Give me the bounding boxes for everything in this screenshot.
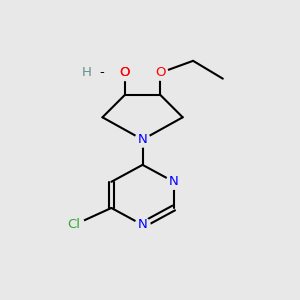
Text: Cl: Cl (68, 218, 81, 231)
Text: H: H (81, 66, 91, 79)
Bar (67, 65, 126, 80)
Text: O: O (119, 66, 130, 79)
Circle shape (117, 65, 132, 80)
Circle shape (153, 65, 168, 80)
Text: N: N (169, 175, 179, 188)
Circle shape (135, 132, 150, 147)
Circle shape (117, 65, 132, 80)
Text: N: N (138, 218, 147, 231)
Circle shape (64, 215, 84, 235)
Circle shape (135, 218, 150, 232)
Text: O: O (119, 66, 130, 79)
Text: N: N (138, 133, 147, 146)
Text: -: - (100, 66, 104, 79)
Circle shape (166, 174, 181, 189)
Text: O: O (155, 66, 166, 79)
